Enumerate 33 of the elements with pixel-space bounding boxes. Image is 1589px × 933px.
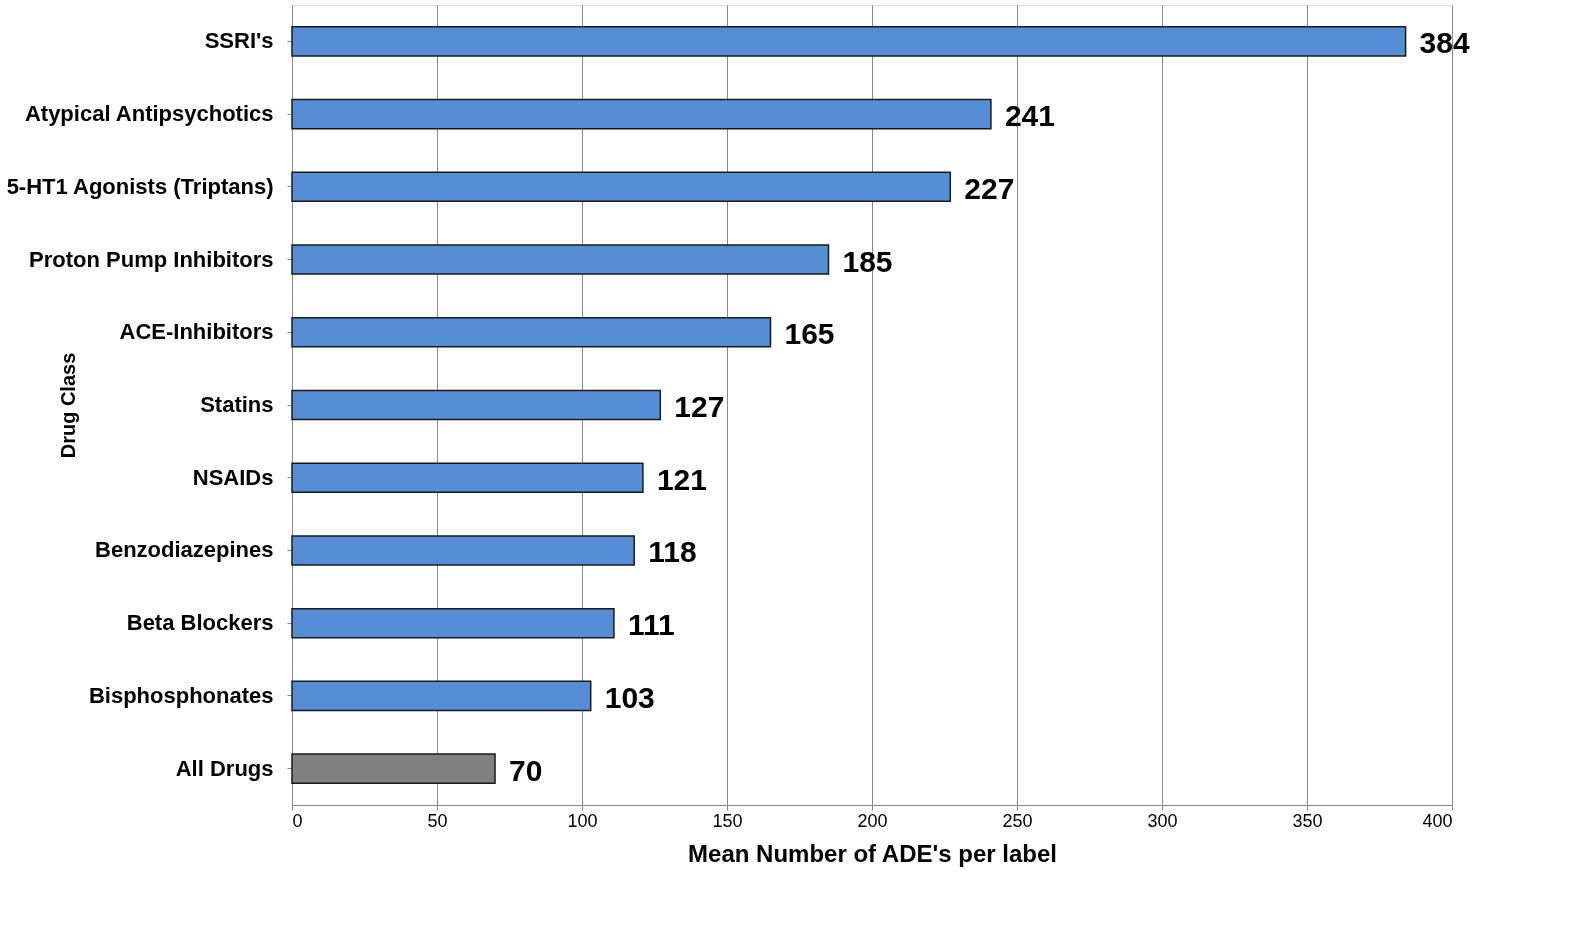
y-tick-label: Benzodiazepines bbox=[95, 537, 274, 563]
x-tick-label: 150 bbox=[712, 810, 743, 831]
data-label: 384 bbox=[1419, 26, 1470, 60]
data-label: 70 bbox=[509, 753, 543, 787]
x-tick-label: 0 bbox=[292, 810, 303, 831]
y-tick-label: SSRI's bbox=[204, 28, 274, 54]
x-tick-label: 200 bbox=[857, 810, 888, 831]
y-tick-label: Beta Blockers bbox=[126, 610, 274, 636]
data-label: 127 bbox=[674, 390, 725, 423]
x-tick-label: 50 bbox=[427, 810, 448, 831]
x-tick-label: 100 bbox=[567, 810, 598, 831]
y-tick-label: 5-HT1 Agonists (Triptans) bbox=[6, 173, 274, 199]
data-label: 121 bbox=[656, 462, 707, 496]
data-label: 103 bbox=[604, 680, 655, 714]
data-label: 111 bbox=[627, 608, 675, 642]
y-tick-label: NSAIDs bbox=[192, 464, 274, 490]
y-tick-label: Statins bbox=[200, 392, 274, 417]
y-tick-label: Atypical Antipsychotics bbox=[24, 101, 274, 127]
x-axis-title: Mean Number of ADE's per label bbox=[688, 839, 1057, 867]
x-tick-label: 400 bbox=[1422, 810, 1453, 831]
data-label: 185 bbox=[842, 244, 893, 278]
x-tick-label: 300 bbox=[1147, 810, 1178, 831]
data-label: 165 bbox=[784, 317, 835, 351]
x-tick-label: 350 bbox=[1292, 810, 1323, 831]
y-tick-label: Bisphosphonates bbox=[88, 682, 274, 708]
data-label: 241 bbox=[1004, 99, 1055, 133]
data-label: 227 bbox=[964, 171, 1015, 205]
y-tick-label: Proton Pump Inhibitors bbox=[29, 246, 274, 272]
y-tick-label: ACE-Inhibitors bbox=[119, 319, 274, 345]
y-tick-label: All Drugs bbox=[175, 755, 274, 781]
y-axis-title: Drug Class bbox=[56, 352, 79, 459]
x-tick-label: 250 bbox=[1002, 810, 1033, 831]
data-label: 118 bbox=[648, 535, 697, 569]
